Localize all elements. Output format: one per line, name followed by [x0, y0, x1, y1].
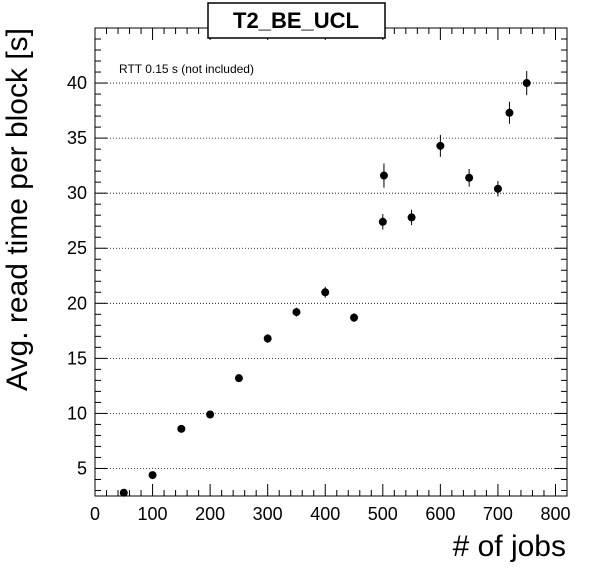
chart-title: T2_BE_UCL — [233, 8, 359, 33]
x-tick-label: 200 — [195, 504, 225, 524]
data-point — [379, 171, 388, 180]
x-tick-label: 700 — [483, 504, 513, 524]
title-box — [207, 2, 386, 39]
data-point — [350, 313, 359, 322]
x-tick-label: 400 — [310, 504, 340, 524]
y-tick-label: 40 — [67, 73, 87, 93]
y-tick-label: 35 — [67, 128, 87, 148]
data-point — [292, 308, 301, 317]
data-point — [206, 410, 215, 419]
data-point — [148, 471, 157, 480]
data-point — [177, 424, 186, 433]
x-tick-label: 800 — [540, 504, 570, 524]
x-tick-label: 500 — [368, 504, 398, 524]
plot-frame — [94, 27, 568, 497]
data-point — [493, 184, 502, 193]
x-tick-label: 100 — [138, 504, 168, 524]
data-point — [465, 173, 474, 182]
data-point — [263, 334, 272, 343]
y-tick-label: 25 — [67, 238, 87, 258]
y-tick-label: 5 — [77, 458, 87, 478]
x-tick-label: 600 — [425, 504, 455, 524]
data-point — [119, 488, 128, 497]
data-point — [234, 374, 243, 383]
data-point — [522, 79, 531, 88]
x-tick-label: 0 — [90, 504, 100, 524]
data-point — [407, 213, 416, 222]
y-tick-labels: 5 10 15 20 25 30 35 40 — [67, 73, 87, 478]
y-tick-label: 20 — [67, 293, 87, 313]
x-tick-label: 300 — [253, 504, 283, 524]
x-tick-labels: 0 100 200 300 400 500 600 700 800 — [90, 504, 571, 524]
data-points — [119, 70, 531, 497]
y-tick-label: 30 — [67, 183, 87, 203]
grid-lines — [95, 82, 567, 469]
y-tick-label: 15 — [67, 348, 87, 368]
y-axis-title: Avg. read time per block [s] — [1, 28, 34, 391]
axis-ticks — [94, 28, 568, 496]
annotation-text: RTT 0.15 s (not included) — [119, 62, 254, 76]
y-tick-label: 10 — [67, 403, 87, 423]
data-point — [378, 217, 387, 226]
data-point — [505, 108, 514, 117]
data-point — [321, 288, 330, 297]
data-point — [436, 141, 445, 150]
x-axis-title: # of jobs — [453, 530, 566, 563]
